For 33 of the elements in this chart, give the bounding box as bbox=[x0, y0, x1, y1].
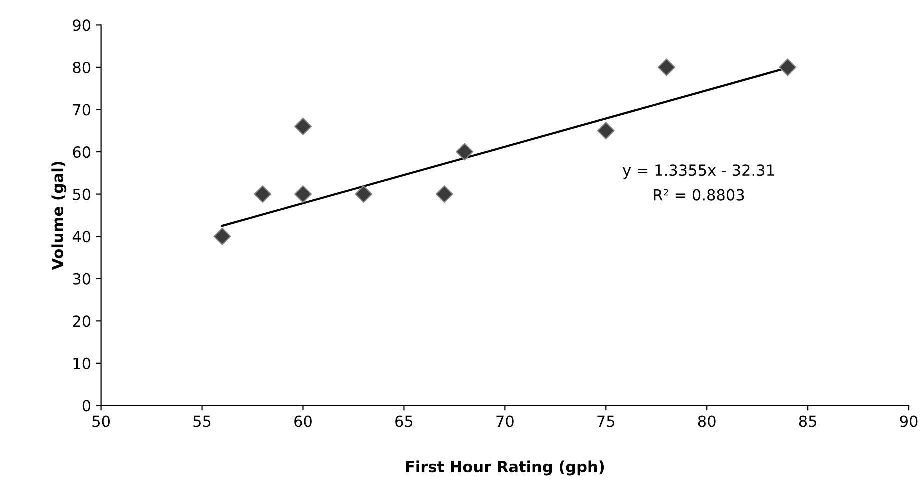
y-tick-label: 0 bbox=[82, 400, 91, 412]
point bbox=[597, 122, 615, 140]
y-tick-label: 70 bbox=[73, 104, 91, 116]
y-tick-label: 20 bbox=[73, 316, 91, 328]
x-axis-title: First Hour Rating (gph) bbox=[406, 460, 604, 476]
annotation: R² = 0.8803 bbox=[654, 189, 744, 201]
point bbox=[214, 228, 232, 246]
y-tick-label: 40 bbox=[72, 231, 91, 243]
x-tick-label: 75 bbox=[598, 416, 615, 428]
point bbox=[456, 143, 474, 161]
y-tick-label: 80 bbox=[73, 62, 91, 74]
y-tick-label: 90 bbox=[73, 20, 91, 32]
point bbox=[254, 186, 272, 204]
point bbox=[294, 118, 312, 136]
point bbox=[779, 58, 797, 76]
x-tick-label: 90 bbox=[900, 416, 918, 428]
point bbox=[436, 186, 454, 204]
x-tick-label: 50 bbox=[92, 416, 110, 428]
x-tick-label: 65 bbox=[396, 416, 413, 428]
point bbox=[355, 186, 373, 204]
y-tick-label: 60 bbox=[73, 146, 91, 158]
point bbox=[294, 186, 312, 204]
y-tick-label: 10 bbox=[74, 358, 91, 370]
y-tick-label: 50 bbox=[73, 188, 91, 200]
x-tick-label: 70 bbox=[496, 416, 514, 428]
y-axis-title: Volume (gal) bbox=[52, 162, 67, 270]
y-tick-label: 30 bbox=[73, 273, 91, 285]
annotation: y = 1.3355x - 32.31 bbox=[622, 164, 774, 180]
x-tick-label: 80 bbox=[698, 416, 716, 428]
point bbox=[658, 58, 676, 76]
x-tick-label: 55 bbox=[194, 416, 211, 428]
x-tick-label: 60 bbox=[294, 416, 312, 428]
x-tick-label: 85 bbox=[799, 416, 816, 428]
